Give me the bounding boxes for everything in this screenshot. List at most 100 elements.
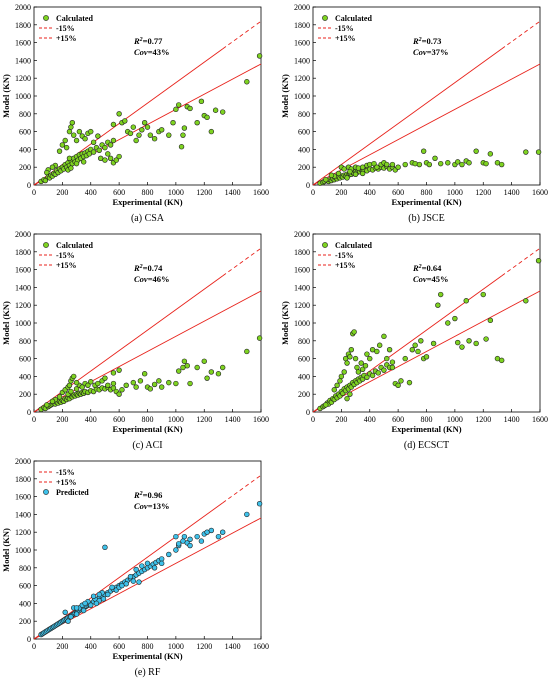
data-point	[73, 379, 80, 386]
data-point	[406, 379, 413, 386]
x-tick-label: 1000	[168, 188, 184, 197]
panel-caption: (c) ACI	[132, 440, 162, 451]
y-axis-label: Model (KN)	[280, 301, 290, 345]
panel-caption: (b) JSCE	[408, 213, 444, 224]
x-tick-label: 800	[421, 188, 433, 197]
x-tick-label: 200	[335, 188, 347, 197]
data-point	[347, 168, 353, 175]
r2-value: =0.96	[143, 490, 163, 500]
y-tick-label: 0	[27, 408, 31, 417]
x-axis-label: Experimental (KN)	[112, 651, 182, 661]
y-tick-label: 400	[19, 372, 31, 381]
data-point	[463, 298, 469, 304]
r2-superscript: 2	[139, 491, 143, 497]
data-point	[389, 359, 396, 365]
cov-symbol: Cov	[413, 274, 427, 284]
data-point	[194, 364, 200, 371]
data-point	[173, 380, 179, 387]
x-tick-label: 1200	[475, 415, 491, 424]
x-axis-label: Experimental (KN)	[391, 424, 461, 434]
data-point	[219, 109, 226, 115]
legend-minus15-label: -15%	[335, 251, 354, 260]
x-tick-label: 800	[142, 642, 154, 651]
x-axis-label: Experimental (KN)	[112, 197, 182, 207]
minus15-line	[312, 63, 541, 186]
data-point	[158, 556, 165, 562]
data-point	[130, 578, 137, 584]
data-point	[85, 382, 91, 388]
r2-stat: R2=0.77	[133, 36, 163, 46]
data-point	[535, 258, 542, 264]
y-tick-label: 400	[298, 372, 310, 381]
data-point	[362, 363, 369, 369]
data-point	[123, 382, 129, 388]
y-tick-label: 200	[19, 617, 31, 626]
r2-symbol: R	[412, 263, 419, 273]
data-point	[398, 378, 404, 384]
data-point	[181, 358, 188, 364]
data-point	[68, 124, 74, 130]
data-point	[110, 121, 117, 128]
data-point	[386, 347, 393, 353]
r2-value: =0.64	[422, 263, 442, 273]
x-tick-label: 400	[85, 642, 97, 651]
data-point	[113, 157, 119, 163]
data-point	[173, 547, 179, 553]
y-tick-label: 800	[298, 110, 310, 119]
data-point	[107, 142, 114, 148]
data-point	[62, 609, 68, 615]
x-axis-label: Experimental (KN)	[391, 197, 461, 207]
y-tick-label: 1000	[15, 319, 31, 328]
data-point	[375, 370, 381, 376]
r2-stat: R2=0.96	[133, 490, 162, 500]
data-point	[344, 175, 350, 181]
cov-value: =45%	[427, 274, 449, 284]
x-tick-label: 600	[113, 188, 125, 197]
data-point	[487, 317, 494, 324]
y-tick-label: 2000	[15, 230, 31, 239]
plus15-line-dashed	[222, 474, 262, 504]
data-point	[133, 137, 139, 144]
x-tick-label: 0	[32, 188, 36, 197]
panel-csa: 0 200 400 600 800 1000 1200 1400 1600 0 200 400 600 8…	[1, 3, 269, 224]
data-point	[119, 387, 125, 393]
panel-caption: (a) CSA	[131, 213, 165, 224]
data-point	[127, 130, 134, 137]
data-point	[127, 573, 134, 580]
r2-superscript: 2	[418, 37, 422, 43]
data-point	[341, 369, 347, 375]
data-point	[498, 161, 505, 168]
data-point	[102, 144, 108, 151]
data-point	[389, 161, 396, 168]
x-tick-label: 1600	[253, 415, 269, 424]
data-point	[376, 342, 383, 348]
data-point	[187, 542, 193, 549]
panel-aci: 0 200 400 600 800 1000 1200 1400 1600 0 200 400 600 8…	[1, 230, 269, 451]
x-tick-label: 400	[364, 188, 376, 197]
data-point	[136, 132, 142, 138]
x-tick-label: 0	[32, 415, 36, 424]
data-point	[334, 382, 340, 388]
cov-value: =43%	[148, 47, 170, 57]
data-point	[348, 347, 355, 353]
x-tick-label: 1000	[168, 415, 184, 424]
x-tick-label: 1200	[196, 415, 212, 424]
data-point	[109, 584, 115, 591]
data-point	[166, 132, 172, 138]
data-point	[323, 402, 329, 408]
data-point	[116, 111, 122, 117]
legend-marker	[43, 489, 49, 495]
data-point	[62, 137, 68, 144]
data-point	[95, 380, 101, 387]
data-point	[116, 391, 122, 397]
data-point	[344, 360, 350, 366]
data-point	[194, 533, 200, 540]
y-axis-label: Model (KN)	[1, 74, 11, 118]
y-tick-label: 2000	[294, 230, 310, 239]
data-point	[256, 53, 263, 59]
data-point	[110, 380, 117, 387]
data-point	[455, 159, 461, 165]
y-tick-label: 0	[27, 181, 31, 190]
data-point	[56, 394, 63, 400]
x-axis-label: Experimental (KN)	[112, 424, 182, 434]
